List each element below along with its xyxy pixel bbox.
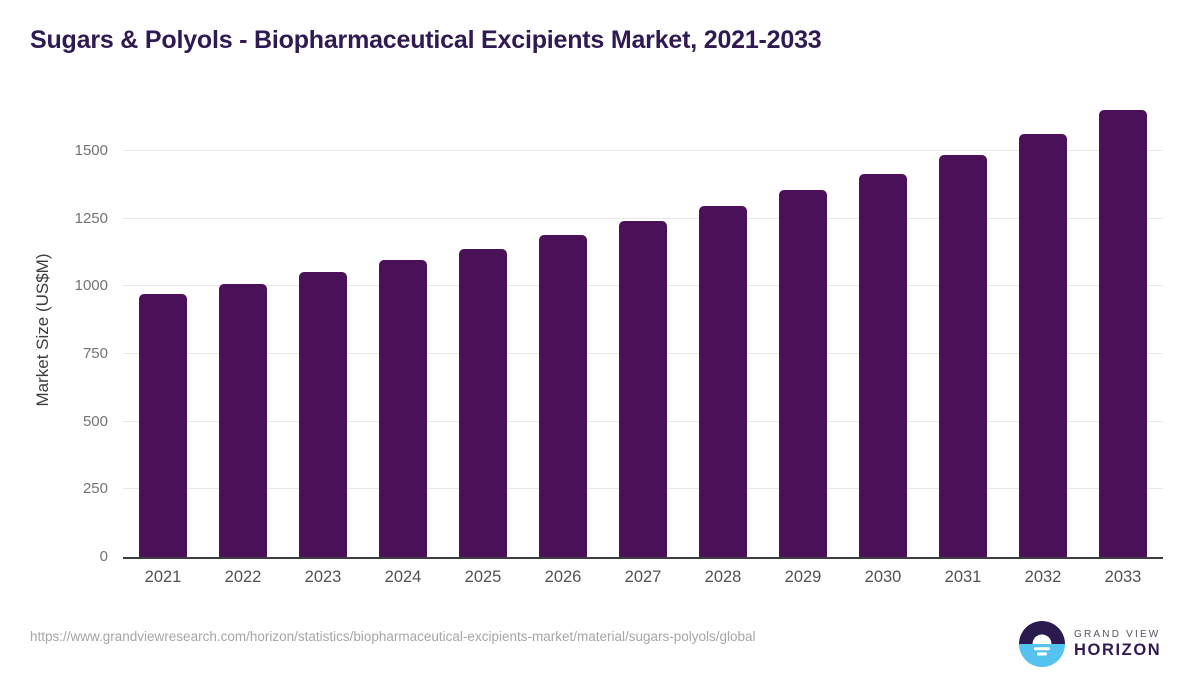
y-axis-ticks: 0 250 500 750 1000 1250 1500 <box>0 100 108 565</box>
bar-2022[interactable] <box>219 283 267 557</box>
bar-2027[interactable] <box>619 220 667 557</box>
y-tick-1500: 1500 <box>74 141 108 159</box>
y-tick-750: 750 <box>82 344 108 362</box>
bar-2026[interactable] <box>539 235 587 557</box>
x-label-2031: 2031 <box>944 568 982 586</box>
bar-2030[interactable] <box>859 173 907 557</box>
x-label-2033: 2033 <box>1104 568 1142 586</box>
bar-2025[interactable] <box>459 248 507 557</box>
bar-2029[interactable] <box>779 190 827 557</box>
x-label-2029: 2029 <box>784 568 822 586</box>
bar-2023[interactable] <box>299 272 347 557</box>
x-label-2030: 2030 <box>864 568 902 586</box>
x-label-2022: 2022 <box>224 568 262 586</box>
y-tick-500: 500 <box>82 412 108 430</box>
brand-logo[interactable]: GRAND VIEW HORIZON <box>1019 621 1161 667</box>
bar-2024[interactable] <box>379 260 427 557</box>
x-label-2023: 2023 <box>304 568 342 586</box>
x-label-2032: 2032 <box>1024 568 1062 586</box>
chart-title: Sugars & Polyols - Biopharmaceutical Exc… <box>30 26 822 54</box>
y-tick-1000: 1000 <box>74 277 108 295</box>
x-label-2027: 2027 <box>624 568 662 586</box>
x-label-2028: 2028 <box>704 568 742 586</box>
x-label-2024: 2024 <box>384 568 422 586</box>
gridline-1250 <box>123 217 1163 219</box>
logo-text: GRAND VIEW HORIZON <box>1074 629 1161 660</box>
source-url: https://www.grandviewresearch.com/horizo… <box>30 629 756 644</box>
y-tick-0: 0 <box>99 548 108 565</box>
bar-2033[interactable] <box>1099 110 1147 557</box>
y-tick-1250: 1250 <box>74 209 108 227</box>
x-label-2021: 2021 <box>144 568 182 586</box>
bar-2031[interactable] <box>939 154 987 557</box>
x-label-2025: 2025 <box>464 568 502 586</box>
horizon-logo-icon <box>1019 621 1065 667</box>
x-axis-labels: 2021 2022 2023 2024 2025 2026 2027 2028 2029 2030… <box>123 566 1163 588</box>
x-label-2026: 2026 <box>544 568 582 586</box>
logo-grand-view-label: GRAND VIEW <box>1074 628 1161 640</box>
bar-2021[interactable] <box>139 294 187 557</box>
bar-2028[interactable] <box>699 206 747 557</box>
gridline-1500 <box>123 149 1163 151</box>
logo-horizon-label: HORIZON <box>1074 640 1162 659</box>
plot-area <box>123 100 1163 559</box>
bar-2032[interactable] <box>1019 133 1067 557</box>
y-tick-250: 250 <box>82 480 108 498</box>
